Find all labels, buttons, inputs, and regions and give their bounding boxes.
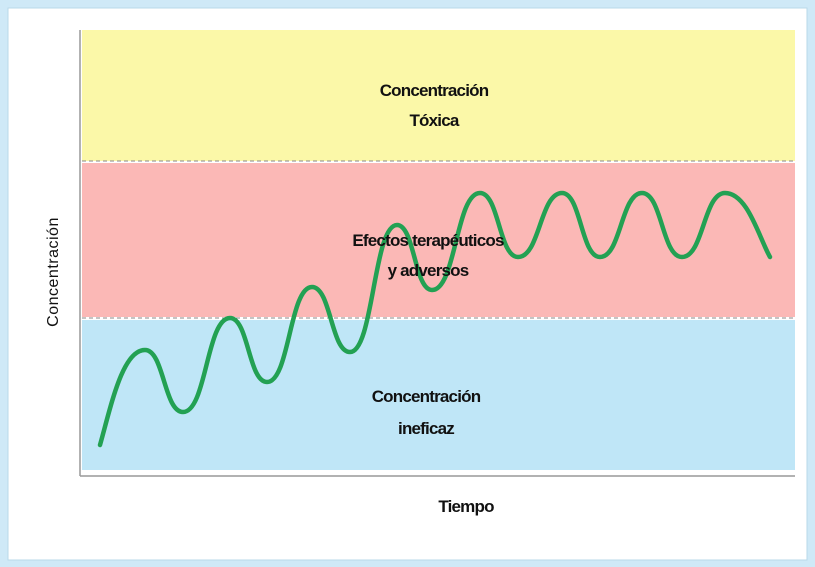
concentration-curve	[97, 190, 773, 448]
toxic-zone	[82, 30, 795, 161]
zone-label: y adversos	[388, 261, 469, 280]
ineffective-zone	[82, 320, 795, 470]
y-axis-label: Concentración	[45, 217, 62, 327]
x-axis-label: Tiempo	[438, 497, 494, 516]
zone-label: Concentración	[380, 81, 489, 100]
zone-label: Concentración	[372, 387, 481, 406]
zone-label: ineficaz	[398, 419, 454, 438]
zone-label: Efectos terapéuticos	[352, 231, 504, 250]
zone-label: Tóxica	[409, 111, 459, 130]
therapeutic-zone	[82, 163, 795, 317]
